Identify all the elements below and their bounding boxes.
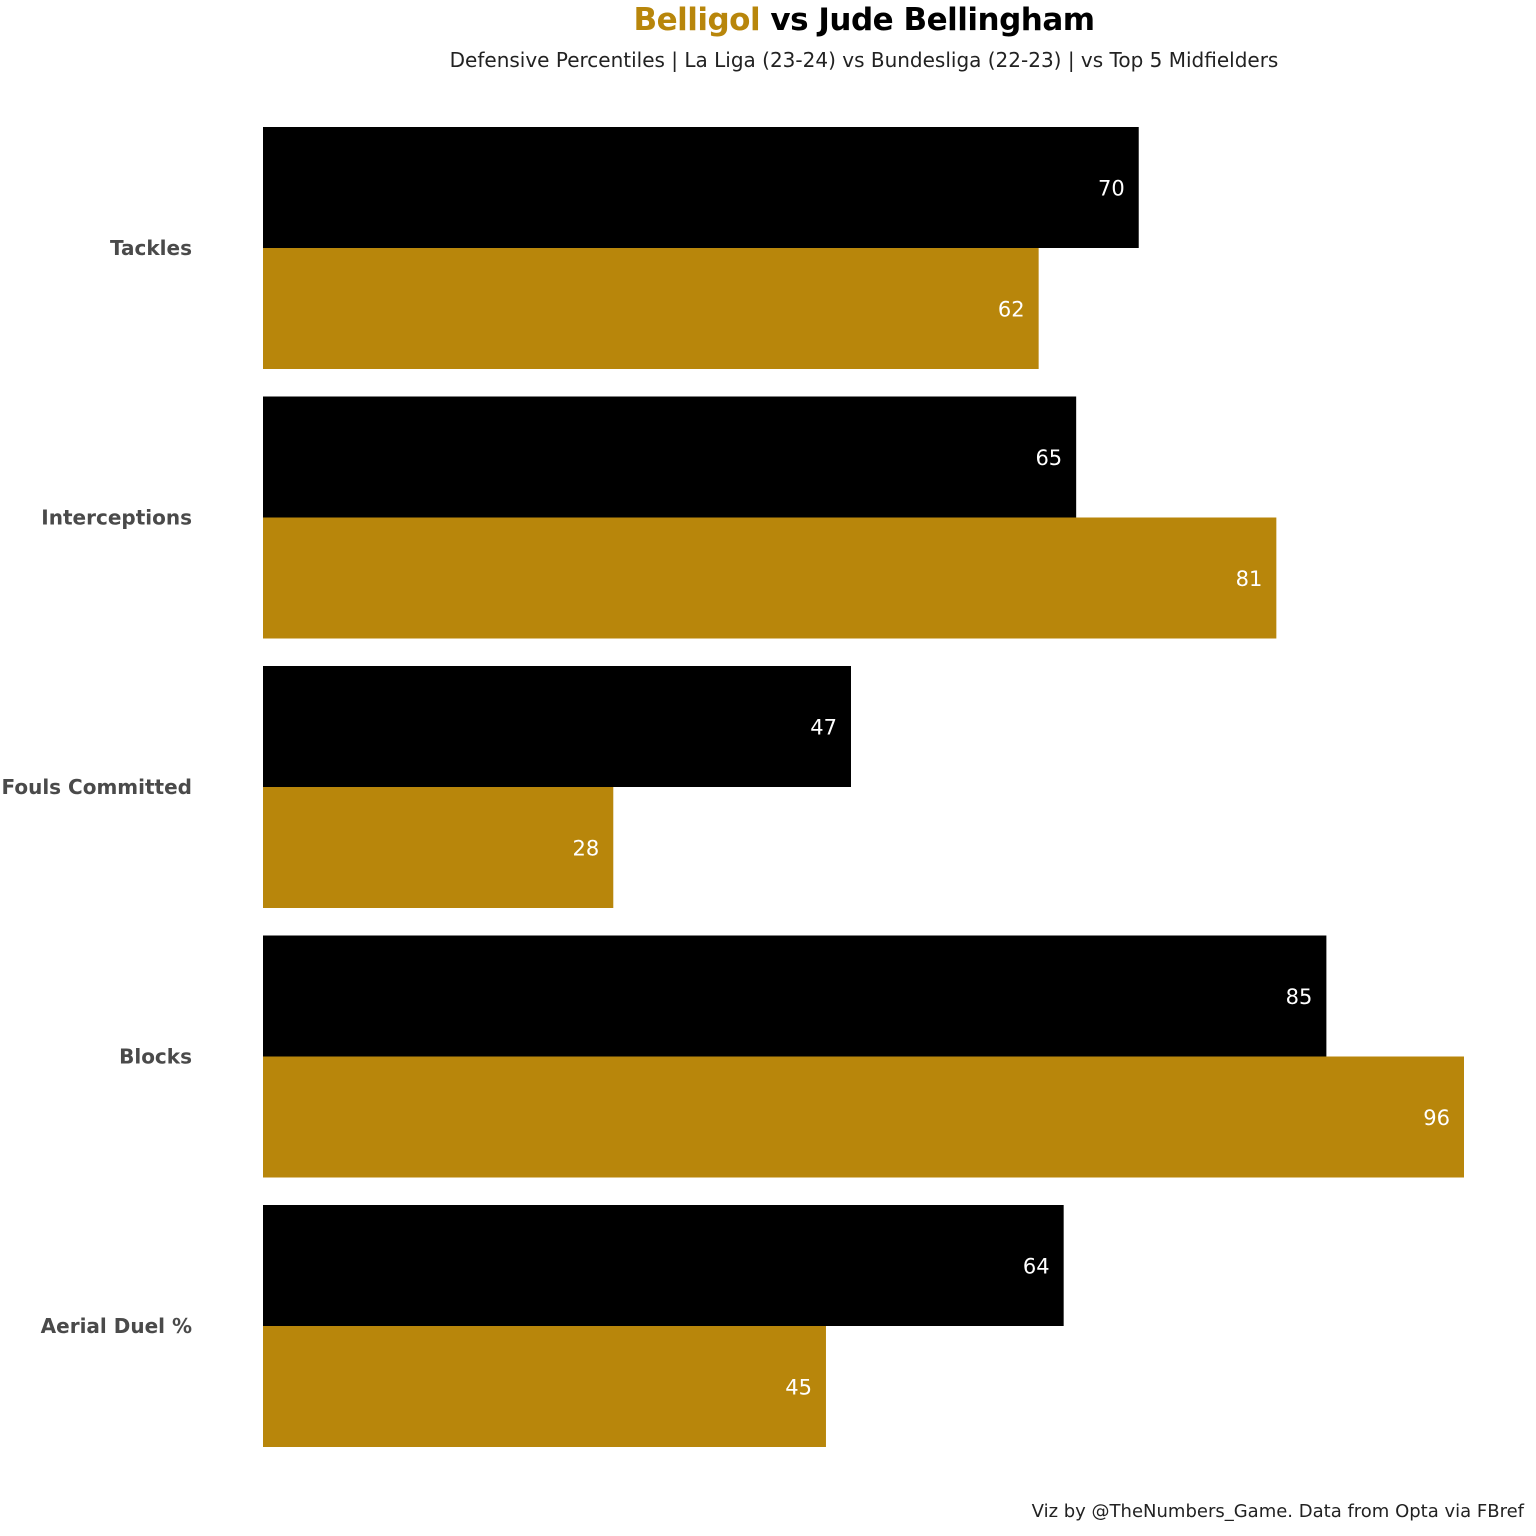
title-rest: vs Jude Bellingham (760, 2, 1095, 38)
bar (263, 1326, 826, 1447)
bar (263, 1205, 1064, 1326)
title-highlight: Belligol (633, 2, 761, 38)
category-label: Aerial Duel % (41, 1314, 192, 1338)
chart-subtitle: Defensive Percentiles | La Liga (23-24) … (449, 48, 1279, 72)
data-label: 28 (573, 837, 600, 861)
data-label: 65 (1035, 446, 1062, 470)
chart-title: Belligol vs Jude Bellingham (0, 2, 1536, 38)
category-label: Tackles (110, 236, 192, 260)
data-label: 62 (998, 298, 1025, 322)
bar (263, 248, 1039, 369)
category-label: Blocks (119, 1045, 192, 1069)
bar (263, 935, 1327, 1057)
data-label: 45 (785, 1376, 812, 1400)
bar (263, 396, 1077, 518)
category-label: Interceptions (41, 506, 192, 530)
data-label: 70 (1098, 177, 1125, 201)
category-label: Fouls Committed (1, 775, 192, 799)
data-label: 81 (1236, 567, 1263, 591)
bar (263, 666, 851, 787)
bar (263, 517, 1277, 639)
bar (263, 1056, 1464, 1178)
bar (263, 787, 614, 908)
footer-credit: Viz by @TheNumbers_Game. Data from Opta … (1031, 1501, 1524, 1522)
data-label: 85 (1286, 985, 1313, 1009)
data-label: 96 (1423, 1106, 1450, 1130)
data-label: 64 (1023, 1255, 1050, 1279)
bar (263, 127, 1139, 248)
data-label: 47 (810, 716, 837, 740)
